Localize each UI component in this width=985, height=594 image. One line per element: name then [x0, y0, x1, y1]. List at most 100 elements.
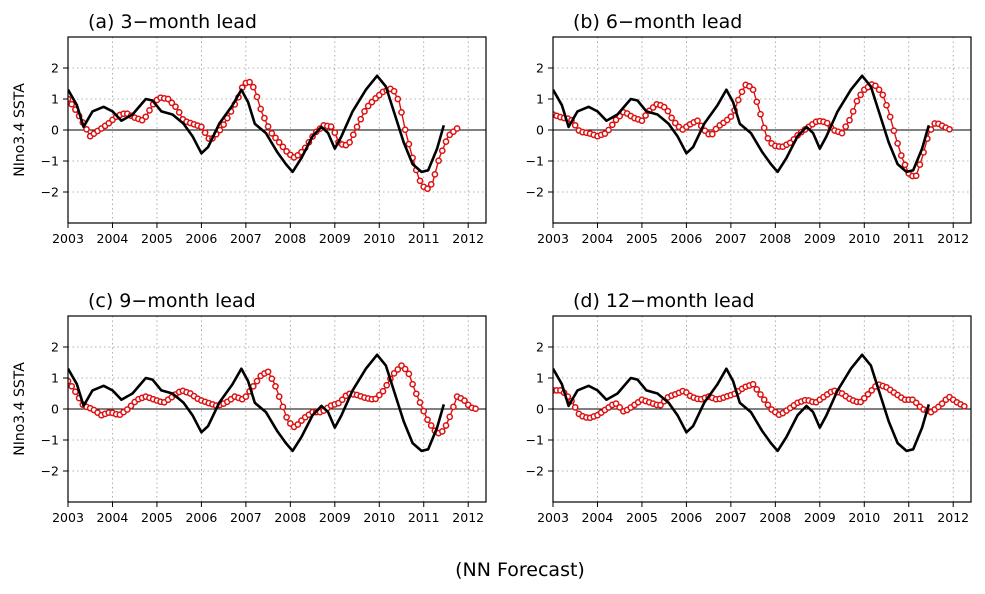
forecast-marker — [912, 399, 920, 407]
forecast-marker — [72, 388, 79, 396]
forecast-marker — [571, 404, 579, 411]
panel-title: (d) 12−month lead — [573, 290, 754, 312]
forecast-marker — [220, 121, 227, 128]
forecast-marker — [438, 147, 446, 155]
forecast-marker — [453, 125, 461, 132]
forecast-marker — [242, 393, 250, 400]
forecast-marker — [897, 152, 905, 159]
x-tick-label: 2010 — [848, 231, 880, 246]
x-tick-label: 2006 — [670, 510, 702, 525]
forecast-marker — [461, 397, 468, 404]
x-tick-label: 2003 — [537, 231, 569, 246]
forecast-marker — [249, 83, 257, 91]
chart-panel-2: 2003 2004 2005 2006 2007 2008 2009 2010 2011 2012… — [526, 11, 972, 246]
forecast-marker — [864, 390, 872, 398]
forecast-marker — [164, 95, 172, 103]
chart-panel-1: 2003 2004 2005 2006 2007 2008 2009 2010 2011 2012… — [12, 11, 487, 246]
forecast-marker — [749, 86, 757, 94]
forecast-marker — [401, 126, 409, 134]
forecast-marker — [412, 390, 420, 398]
forecast-marker — [657, 401, 664, 409]
forecast-marker — [368, 98, 376, 106]
x-tick-label: 2008 — [759, 231, 791, 246]
forecast-marker — [946, 125, 953, 133]
x-tick-label: 2005 — [141, 231, 173, 246]
y-tick-label: 1 — [51, 371, 59, 386]
y-tick-label: −2 — [526, 464, 544, 479]
y-tick-label: 0 — [536, 402, 544, 417]
forecast-marker — [361, 108, 368, 115]
forecast-marker — [294, 421, 302, 428]
forecast-marker — [268, 130, 276, 137]
forecast-marker — [450, 403, 457, 411]
y-tick-label: 2 — [536, 61, 544, 76]
forecast-marker — [272, 134, 279, 142]
forecast-marker — [668, 114, 675, 122]
forecast-marker — [875, 86, 883, 94]
y-tick-label: 0 — [536, 123, 544, 138]
y-tick-label: 2 — [51, 61, 59, 76]
y-tick-label: −1 — [41, 433, 59, 448]
y-tick-label: −2 — [41, 464, 59, 479]
forecast-marker — [886, 113, 894, 121]
forecast-marker — [660, 103, 668, 111]
x-tick-label: 2009 — [804, 510, 836, 525]
observed-line — [553, 353, 931, 453]
x-tick-label: 2003 — [52, 231, 84, 246]
forecast-marker — [246, 78, 253, 86]
x-tick-label: 2008 — [274, 231, 306, 246]
x-tick-label: 2007 — [230, 510, 262, 525]
panel-title: (b) 6−month lead — [573, 11, 742, 33]
forecast-marker — [409, 380, 416, 388]
x-tick-label: 2008 — [759, 510, 791, 525]
x-tick-label: 2010 — [363, 231, 395, 246]
forecast-marker — [753, 98, 761, 106]
forecast-marker — [398, 109, 405, 116]
plot-area — [68, 74, 461, 193]
y-tick-label: 1 — [536, 92, 544, 107]
forecast-marker — [671, 119, 679, 127]
forecast-marker — [279, 143, 287, 151]
forecast-marker — [275, 139, 283, 146]
observed-line — [68, 353, 446, 453]
plot-area — [553, 74, 953, 180]
x-tick-label: 2012 — [937, 231, 969, 246]
forecast-marker — [349, 131, 357, 139]
forecast-marker — [379, 387, 387, 395]
forecast-marker — [960, 402, 968, 410]
forecast-marker — [346, 139, 353, 146]
forecast-marker — [712, 125, 720, 133]
y-tick-label: 1 — [51, 92, 59, 107]
y-tick-label: −2 — [526, 185, 544, 200]
x-tick-label: 2009 — [319, 231, 351, 246]
forecast-marker — [372, 395, 379, 403]
x-tick-label: 2003 — [537, 510, 569, 525]
x-tick-label: 2003 — [52, 510, 84, 525]
forecast-marker — [764, 401, 772, 409]
forecast-marker — [331, 129, 339, 136]
forecast-marker — [68, 382, 76, 390]
forecast-marker — [616, 404, 624, 411]
y-tick-label: −1 — [526, 433, 544, 448]
forecast-marker — [868, 387, 876, 394]
forecast-marker — [860, 394, 868, 402]
forecast-marker — [420, 407, 428, 415]
y-tick-label: 2 — [536, 340, 544, 355]
x-tick-label: 2007 — [715, 510, 747, 525]
forecast-marker — [757, 391, 764, 398]
forecast-marker — [612, 116, 620, 124]
x-tick-label: 2006 — [185, 510, 217, 525]
y-tick-label: 0 — [51, 402, 59, 417]
x-tick-label: 2004 — [97, 231, 129, 246]
forecast-marker — [938, 400, 946, 407]
forecast-marker — [357, 115, 365, 123]
forecast-marker — [753, 386, 761, 393]
forecast-marker — [416, 177, 424, 185]
x-tick-label: 2011 — [408, 510, 440, 525]
forecast-marker — [261, 114, 268, 122]
x-tick-label: 2011 — [893, 231, 925, 246]
x-tick-label: 2008 — [274, 510, 306, 525]
x-tick-label: 2010 — [363, 510, 395, 525]
forecast-marker — [708, 130, 716, 138]
forecast-marker — [442, 138, 450, 145]
